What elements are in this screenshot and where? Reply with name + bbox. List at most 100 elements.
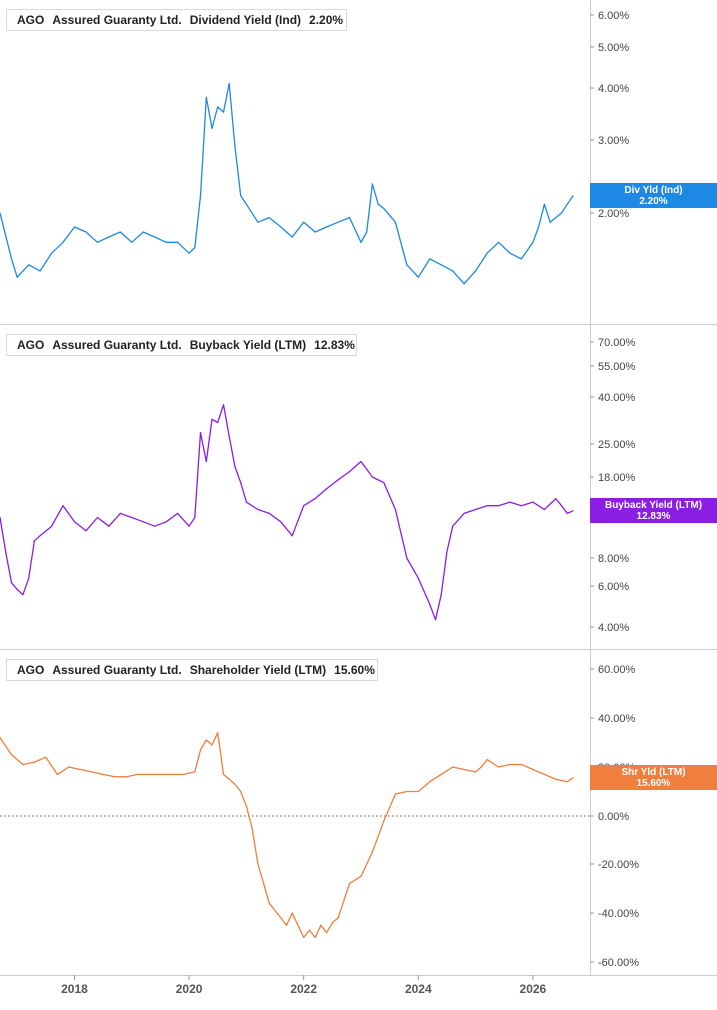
buyback-data-point <box>217 421 219 424</box>
dividend-data-point <box>348 217 351 219</box>
legend-value: 12.83% <box>314 338 355 352</box>
y-tick-label: 70.00% <box>598 337 636 349</box>
shareholder-data-point <box>320 924 322 926</box>
y-tick-label: 6.00% <box>598 581 629 593</box>
buyback-data-point <box>16 588 18 591</box>
shareholder-data-point <box>486 759 488 761</box>
shareholder-data-point <box>159 773 161 776</box>
dividend-data-point <box>291 236 293 238</box>
y-tick-label: 60.00% <box>598 664 636 676</box>
shareholder-data-point <box>394 793 396 795</box>
dividend-data-point <box>228 82 230 85</box>
y-tick-label: -40.00% <box>598 908 639 920</box>
y-tick-label: 5.00% <box>598 42 629 54</box>
buyback-data-point <box>33 540 36 542</box>
shareholder-data-point <box>194 771 196 773</box>
dividend-data-point <box>566 203 568 205</box>
legend-buyback-yield: AGO Assured Guaranty Ltd. Buyback Yield … <box>6 334 357 356</box>
buyback-data-point <box>280 521 282 523</box>
dividend-data-point <box>234 145 236 147</box>
buyback-data-point <box>520 505 523 507</box>
dividend-data-point <box>509 252 511 254</box>
dividend-data-point <box>383 208 385 210</box>
buyback-data-point <box>440 594 442 596</box>
shareholder-data-point <box>303 936 305 939</box>
y-tick-label: 8.00% <box>598 553 629 565</box>
buyback-data-point <box>177 512 179 515</box>
shareholder-data-point <box>429 781 431 783</box>
last-value-flag-dividend: Div Yld (Ind) 2.20% <box>590 183 717 208</box>
buyback-data-point <box>337 479 339 481</box>
buyback-data-point <box>475 508 477 511</box>
shareholder-data-point <box>240 790 242 793</box>
dividend-data-point <box>188 252 190 254</box>
buyback-data-point <box>51 525 53 527</box>
shareholder-data-point <box>543 773 546 776</box>
dividend-data-point <box>406 264 408 266</box>
shareholder-data-point <box>234 783 236 785</box>
y-tick-label: 2.00% <box>598 208 629 220</box>
y-tick-label: -60.00% <box>598 957 639 969</box>
shareholder-data-point <box>228 778 230 780</box>
dividend-data-point <box>257 221 259 223</box>
buyback-data-point <box>85 530 87 532</box>
shareholder-data-point <box>532 768 534 771</box>
buyback-data-point <box>268 512 270 515</box>
shareholder-data-point <box>509 763 511 766</box>
dividend-data-point <box>417 276 419 278</box>
shareholder-data-point <box>280 917 282 919</box>
dividend-data-point <box>572 195 574 197</box>
shareholder-data-point <box>211 744 213 746</box>
shareholder-data-point <box>348 883 351 885</box>
shareholder-data-point <box>337 917 339 919</box>
dividend-data-point <box>314 231 316 233</box>
y-tick-label: -20.00% <box>598 859 639 871</box>
y-tick-label: 4.00% <box>598 83 629 95</box>
dividend-data-point <box>268 217 270 219</box>
shareholder-data-point <box>199 749 202 751</box>
legend-value: 2.20% <box>309 13 344 27</box>
dividend-data-point <box>452 270 454 272</box>
flag-value: 2.20% <box>639 195 668 207</box>
y-tick-label: 25.00% <box>598 439 636 451</box>
buyback-data-point <box>96 516 98 519</box>
y-tick-label: 0.00% <box>598 811 629 823</box>
dividend-data-point <box>108 236 110 238</box>
buyback-data-point <box>154 525 156 527</box>
flag-label: Shr Yld (LTM) <box>621 766 686 778</box>
buyback-data-point <box>73 521 76 523</box>
shareholder-data-point <box>417 790 419 793</box>
shareholder-data-point <box>257 863 259 865</box>
y-tick-label: 18.00% <box>598 472 636 484</box>
buyback-data-point <box>394 508 396 511</box>
x-tick-label: 2018 <box>61 982 88 996</box>
shareholder-data-point <box>33 761 36 763</box>
buyback-data-point <box>22 594 24 596</box>
shareholder-data-point <box>68 766 70 768</box>
dividend-data-point <box>16 276 18 278</box>
shareholder-yield-line <box>0 732 574 939</box>
shareholder-data-point <box>251 827 253 829</box>
buyback-data-point <box>417 577 419 579</box>
shareholder-data-point <box>371 851 373 853</box>
shareholder-data-point <box>263 883 265 885</box>
shareholder-data-point <box>205 739 207 741</box>
legend-dividend-yield: AGO Assured Guaranty Ltd. Dividend Yield… <box>6 9 347 31</box>
buyback-data-point <box>543 508 546 511</box>
dividend-data-point <box>463 283 465 285</box>
buyback-data-point <box>509 501 511 503</box>
buyback-data-point <box>434 619 437 621</box>
dividend-data-point <box>0 212 1 214</box>
dividend-yield-line <box>0 82 574 285</box>
dividend-data-point <box>486 252 488 254</box>
dividend-data-point <box>429 258 431 260</box>
buyback-data-point <box>199 432 202 434</box>
buyback-data-point <box>291 535 293 537</box>
shareholder-data-point <box>480 766 482 768</box>
dividend-data-point <box>560 212 563 214</box>
x-tick-label: 2026 <box>520 982 547 996</box>
dividend-data-point <box>543 203 546 205</box>
y-tick-label: 55.00% <box>598 361 636 373</box>
dividend-data-point <box>51 252 53 254</box>
